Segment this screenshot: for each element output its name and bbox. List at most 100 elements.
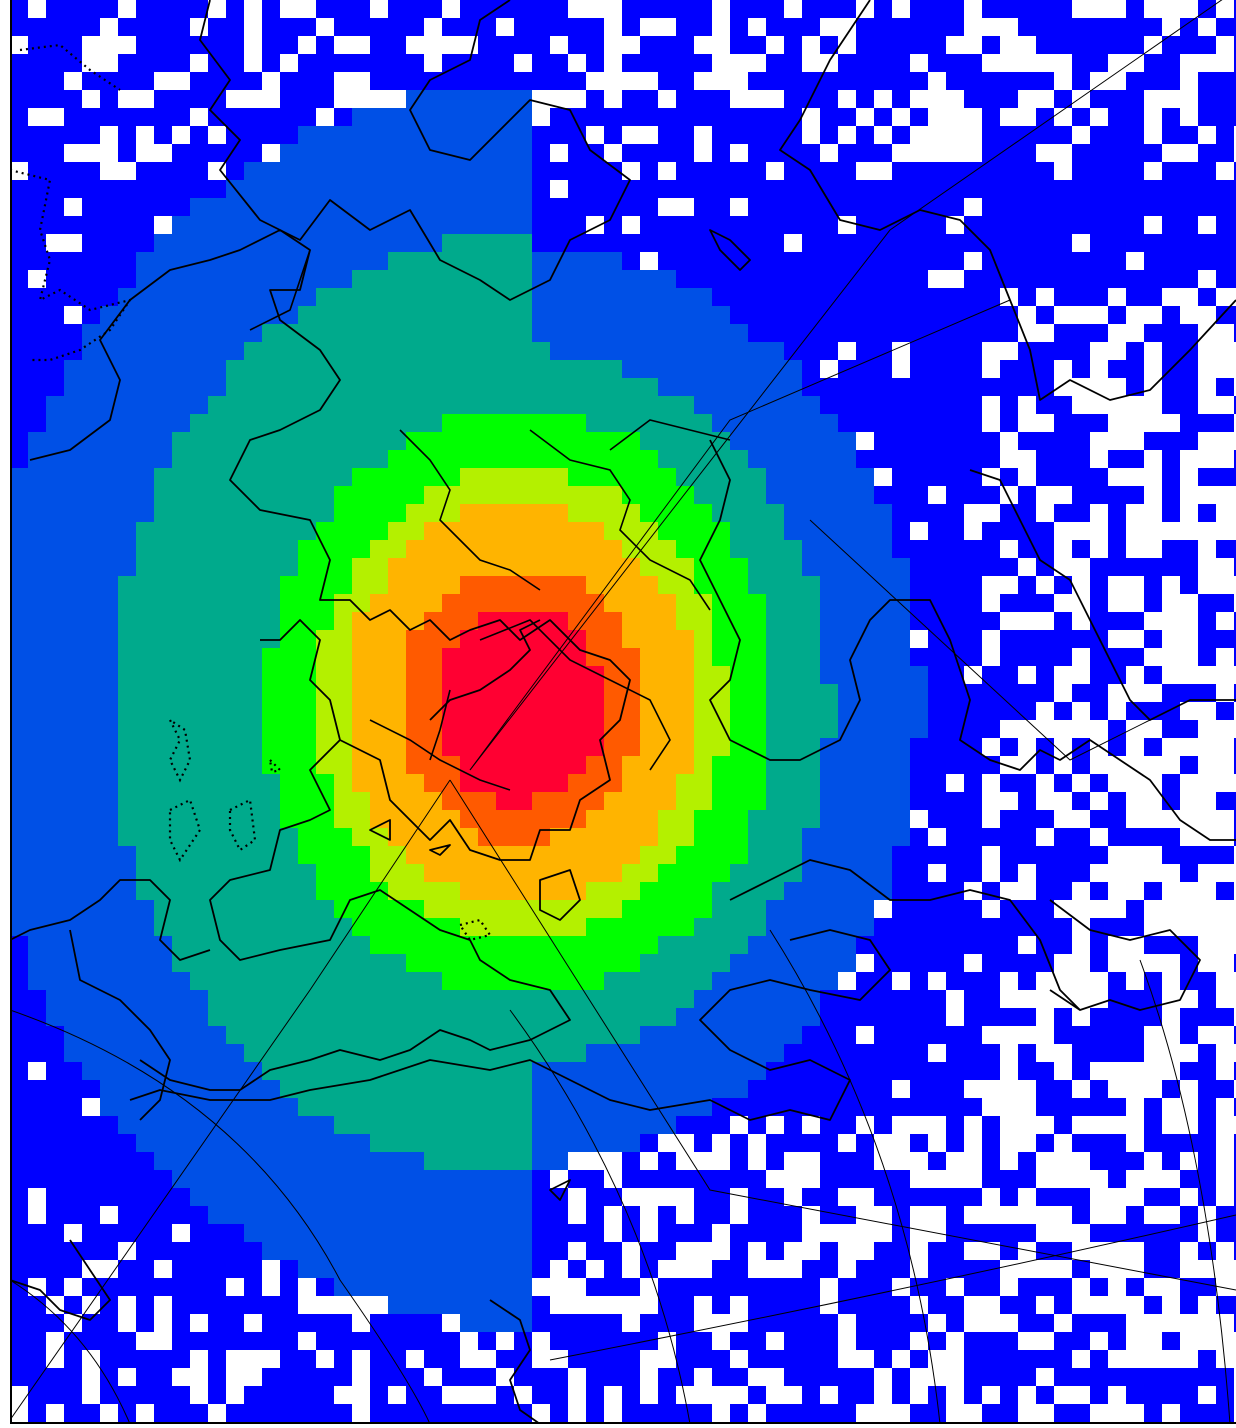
- grid-cell: [1144, 1242, 1162, 1260]
- grid-cell: [406, 1152, 424, 1170]
- grid-cell: [388, 540, 406, 558]
- grid-cell: [298, 1188, 316, 1206]
- grid-cell: [352, 540, 370, 558]
- grid-cell: [586, 828, 604, 846]
- grid-cell: [802, 1278, 820, 1296]
- grid-cell: [154, 0, 172, 18]
- grid-cell: [244, 1170, 262, 1188]
- grid-cell: [442, 1368, 460, 1386]
- grid-cell: [802, 1188, 820, 1206]
- grid-cell: [1072, 360, 1090, 378]
- grid-cell: [118, 432, 136, 450]
- grid-cell: [1180, 162, 1198, 180]
- grid-cell: [856, 738, 874, 756]
- grid-cell: [586, 612, 604, 630]
- grid-cell: [478, 540, 496, 558]
- grid-cell: [478, 900, 496, 918]
- grid-cell: [514, 594, 532, 612]
- grid-cell: [406, 72, 424, 90]
- grid-cell: [46, 252, 64, 270]
- grid-cell: [676, 918, 694, 936]
- grid-cell: [1108, 234, 1126, 252]
- grid-cell: [424, 216, 442, 234]
- grid-cell: [1180, 684, 1198, 702]
- grid-cell: [262, 702, 280, 720]
- grid-cell: [1000, 90, 1018, 108]
- grid-cell: [460, 792, 478, 810]
- grid-cell: [1216, 216, 1234, 234]
- grid-cell: [820, 684, 838, 702]
- grid-cell: [442, 504, 460, 522]
- grid-cell: [460, 594, 478, 612]
- grid-cell: [694, 828, 712, 846]
- grid-cell: [244, 396, 262, 414]
- grid-cell: [316, 882, 334, 900]
- grid-cell: [928, 918, 946, 936]
- grid-cell: [604, 198, 622, 216]
- grid-cell: [586, 1026, 604, 1044]
- grid-cell: [622, 1134, 640, 1152]
- grid-cell: [1018, 432, 1036, 450]
- grid-cell: [982, 1062, 1000, 1080]
- map-canvas[interactable]: [10, 0, 1236, 1424]
- grid-cell: [136, 0, 154, 18]
- grid-cell: [856, 288, 874, 306]
- grid-cell: [532, 414, 550, 432]
- grid-cell: [424, 846, 442, 864]
- grid-cell: [694, 1224, 712, 1242]
- grid-cell: [784, 558, 802, 576]
- grid-cell: [838, 630, 856, 648]
- grid-cell: [514, 1242, 532, 1260]
- grid-cell: [586, 576, 604, 594]
- grid-cell: [676, 216, 694, 234]
- grid-cell: [370, 36, 388, 54]
- grid-cell: [496, 1098, 514, 1116]
- grid-cell: [406, 1206, 424, 1224]
- grid-cell: [874, 72, 892, 90]
- grid-cell: [622, 1224, 640, 1242]
- grid-cell: [784, 720, 802, 738]
- grid-cell: [244, 198, 262, 216]
- grid-cell: [262, 630, 280, 648]
- grid-cell: [928, 612, 946, 630]
- grid-cell: [910, 828, 928, 846]
- grid-cell: [316, 1134, 334, 1152]
- grid-cell: [1162, 1368, 1180, 1386]
- grid-cell: [1234, 648, 1236, 666]
- grid-cell: [514, 882, 532, 900]
- grid-cell: [10, 1242, 28, 1260]
- grid-cell: [820, 414, 838, 432]
- grid-cell: [532, 234, 550, 252]
- grid-cell: [964, 90, 982, 108]
- grid-cell: [496, 378, 514, 396]
- grid-cell: [226, 936, 244, 954]
- grid-cell: [514, 1368, 532, 1386]
- grid-cell: [928, 936, 946, 954]
- grid-cell: [262, 108, 280, 126]
- grid-cell: [100, 756, 118, 774]
- grid-cell: [460, 288, 478, 306]
- grid-cell: [190, 90, 208, 108]
- concentration-cells: [10, 0, 1236, 1424]
- grid-cell: [406, 306, 424, 324]
- grid-cell: [118, 486, 136, 504]
- grid-cell: [442, 828, 460, 846]
- grid-cell: [262, 1152, 280, 1170]
- grid-cell: [10, 360, 28, 378]
- grid-cell: [874, 306, 892, 324]
- grid-cell: [226, 486, 244, 504]
- grid-cell: [676, 846, 694, 864]
- grid-cell: [172, 1206, 190, 1224]
- grid-cell: [586, 864, 604, 882]
- grid-cell: [334, 486, 352, 504]
- grid-cell: [658, 1062, 676, 1080]
- grid-cell: [388, 72, 406, 90]
- grid-cell: [172, 1062, 190, 1080]
- grid-cell: [784, 954, 802, 972]
- grid-cell: [424, 1350, 442, 1368]
- grid-cell: [1054, 1080, 1072, 1098]
- grid-cell: [514, 486, 532, 504]
- grid-cell: [658, 594, 676, 612]
- grid-cell: [172, 0, 190, 18]
- grid-cell: [1072, 414, 1090, 432]
